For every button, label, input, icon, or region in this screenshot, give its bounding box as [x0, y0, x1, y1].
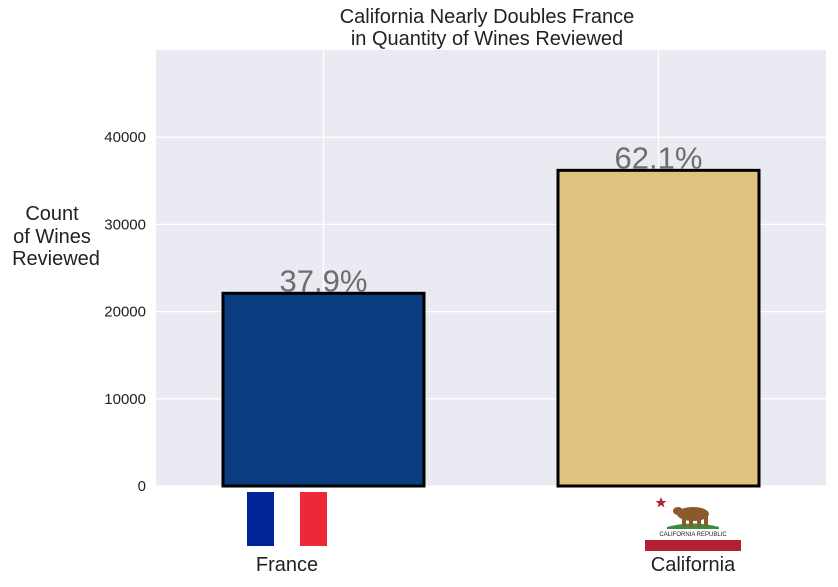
bar-california [556, 168, 761, 488]
data-labels: 37.9% 62.1% [280, 140, 703, 298]
y-axis-label-line-3: Reviewed [12, 248, 100, 270]
y-axis-label-line-2: of Wines [13, 226, 91, 248]
y-axis-label-line-1: Count [25, 203, 79, 225]
california-flag-icon: CALIFORNIA REPUBLIC [645, 494, 741, 552]
y-tick-label: 10000 [104, 391, 146, 408]
france-flag-icon [247, 492, 327, 546]
y-tick-label: 30000 [104, 216, 146, 233]
y-tick-label: 40000 [104, 129, 146, 146]
california-republic-text: CALIFORNIA REPUBLIC [659, 532, 727, 538]
bars [221, 168, 761, 488]
data-label-france: 37.9% [280, 263, 368, 298]
y-tick-label: 20000 [104, 304, 146, 321]
data-label-california: 62.1% [615, 140, 703, 175]
x-tick-label-california: California [651, 554, 736, 576]
y-tick-label: 0 [138, 478, 146, 495]
y-ticks: 0 10000 20000 30000 40000 [104, 129, 146, 495]
bar-france [221, 291, 426, 488]
chart-title-line-2: in Quantity of Wines Reviewed [351, 28, 623, 50]
chart-title-line-1: California Nearly Doubles France [340, 6, 635, 28]
x-tick-label-france: France [256, 554, 318, 576]
